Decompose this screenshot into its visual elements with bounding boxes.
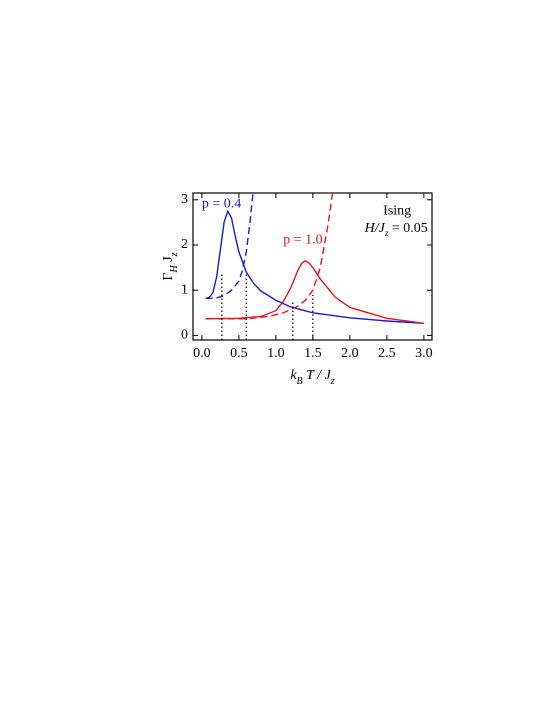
annotation-part: z xyxy=(384,228,389,238)
label-part: k xyxy=(290,368,297,383)
annotation: p = 0.4 xyxy=(202,197,241,212)
x-tick-label: 0.0 xyxy=(193,346,211,361)
annotation: p = 1.0 xyxy=(283,233,322,248)
y-tick-label: 1 xyxy=(181,282,188,297)
label-part: J xyxy=(161,256,176,266)
y-tick-label: 2 xyxy=(181,237,188,252)
y-tick-label: 0 xyxy=(181,328,188,343)
x-tick-label: 0.5 xyxy=(230,346,248,361)
x-tick-label: 2.5 xyxy=(378,346,396,361)
label-part: H xyxy=(169,265,180,274)
x-tick-label: 1.0 xyxy=(267,346,285,361)
annotation: Ising xyxy=(383,203,411,218)
line-series xyxy=(205,209,424,324)
annotation: H/Jz = 0.05 xyxy=(364,221,428,238)
x-tick-label: 1.5 xyxy=(304,346,322,361)
line-series xyxy=(205,193,254,300)
x-tick-label: 2.0 xyxy=(341,346,359,361)
y-axis-label: ΓH Jz xyxy=(161,252,180,280)
line-series xyxy=(205,260,424,324)
y-tick-label: 3 xyxy=(181,192,188,207)
plot-area xyxy=(205,193,424,340)
annotation-part: H/J xyxy=(364,221,386,236)
annotation-part: = 0.05 xyxy=(388,221,427,236)
label-part: z xyxy=(169,252,180,257)
x-tick-label: 3.0 xyxy=(415,346,433,361)
label-part: z xyxy=(330,376,335,387)
line-series xyxy=(205,193,334,320)
x-axis-label: kB T / Jz xyxy=(290,368,334,387)
label-part: Γ xyxy=(161,273,176,281)
label-part: B xyxy=(297,376,303,387)
label-part: T / J xyxy=(303,368,332,383)
